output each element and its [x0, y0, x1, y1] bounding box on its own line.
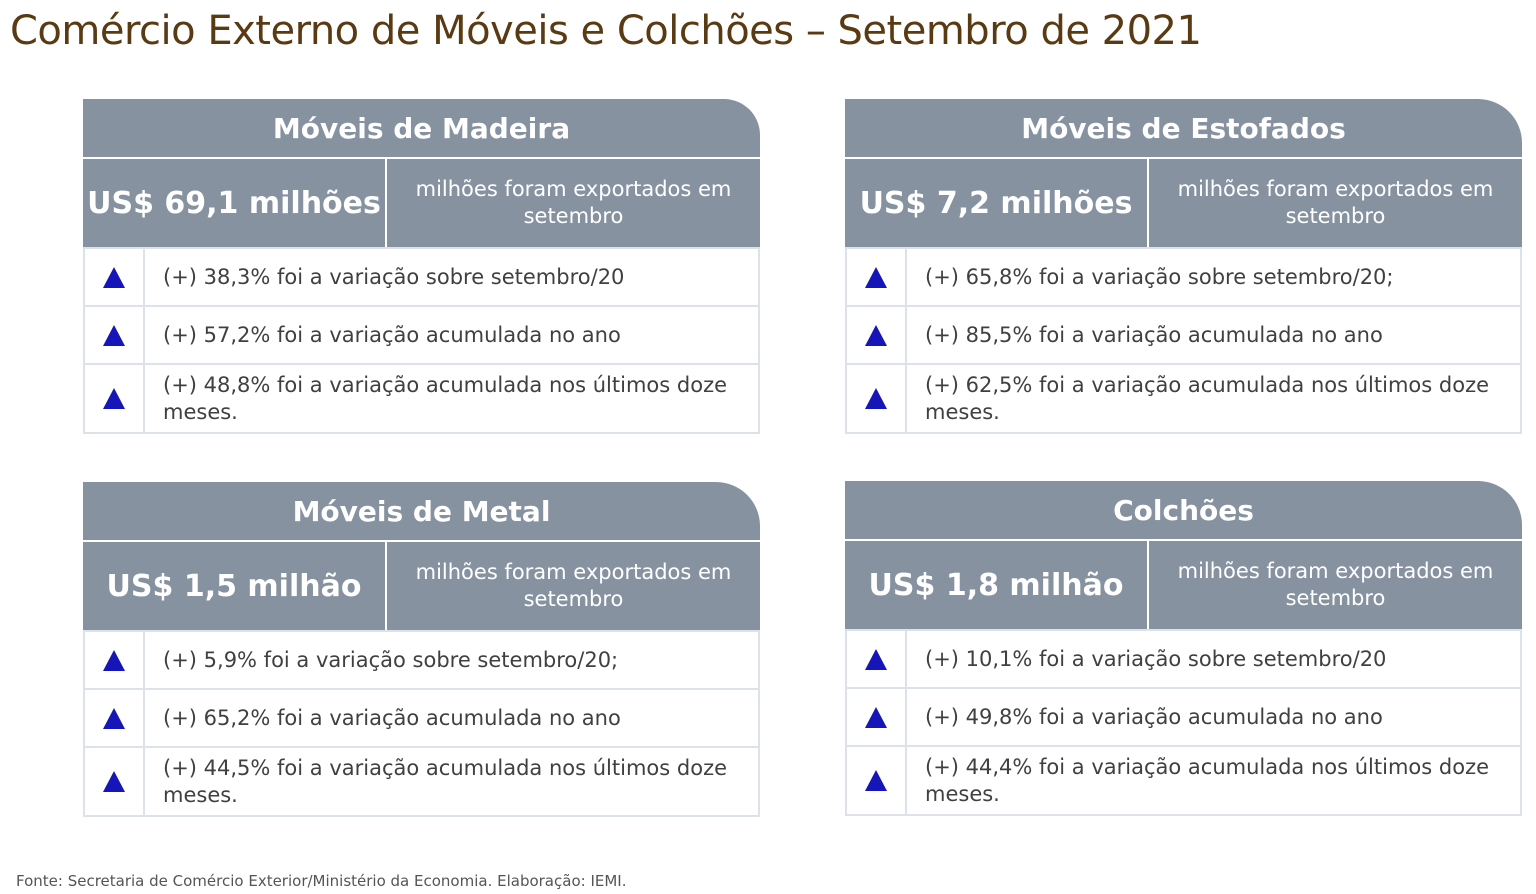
- variation-list: (+) 10,1% foi a variação sobre setembro/…: [845, 631, 1522, 816]
- card-summary: US$ 69,1 milhões milhões foram exportado…: [83, 157, 760, 249]
- variation-row: (+) 44,4% foi a variação acumulada nos ú…: [847, 745, 1520, 814]
- source-note: Fonte: Secretaria de Comércio Exterior/M…: [16, 872, 627, 890]
- export-value-description: milhões foram exportados em setembro: [1177, 559, 1494, 610]
- variation-text: (+) 44,4% foi a variação acumulada nos ú…: [925, 754, 1490, 806]
- card-title: Móveis de Madeira: [83, 99, 760, 157]
- up-arrow-icon: [865, 324, 887, 346]
- variation-text: (+) 5,9% foi a variação sobre setembro/2…: [163, 647, 619, 672]
- variation-row: (+) 44,5% foi a variação acumulada nos ú…: [85, 746, 758, 815]
- card-title: Móveis de Estofados: [845, 99, 1522, 157]
- card-colchoes: Colchões US$ 1,8 milhão milhões foram ex…: [845, 481, 1522, 816]
- export-value-description: milhões foram exportados em setembro: [415, 177, 732, 228]
- up-arrow-icon: [865, 266, 887, 288]
- card-title: Móveis de Metal: [83, 482, 760, 540]
- variation-row: (+) 65,8% foi a variação sobre setembro/…: [847, 249, 1520, 305]
- variation-row: (+) 65,2% foi a variação acumulada no an…: [85, 688, 758, 746]
- export-value: US$ 69,1 milhões: [83, 159, 387, 247]
- export-value: US$ 7,2 milhões: [845, 159, 1149, 247]
- up-arrow-icon: [103, 388, 125, 409]
- variation-row: (+) 57,2% foi a variação acumulada no an…: [85, 305, 758, 363]
- card-summary: US$ 1,8 milhão milhões foram exportados …: [845, 539, 1522, 631]
- variation-text: (+) 85,5% foi a variação acumulada no an…: [925, 322, 1383, 347]
- variation-text: (+) 44,5% foi a variação acumulada nos ú…: [163, 755, 728, 807]
- up-arrow-icon: [865, 388, 887, 409]
- variation-text: (+) 49,8% foi a variação acumulada no an…: [925, 704, 1383, 729]
- up-arrow-icon: [103, 649, 125, 671]
- up-arrow-icon: [865, 770, 887, 791]
- up-arrow-icon: [103, 707, 125, 729]
- variation-text: (+) 65,8% foi a variação sobre setembro/…: [925, 264, 1394, 289]
- page-title: Comércio Externo de Móveis e Colchões – …: [10, 8, 1202, 54]
- card-moveis-de-metal: Móveis de Metal US$ 1,5 milhão milhões f…: [83, 482, 760, 817]
- variation-row: (+) 48,8% foi a variação acumulada nos ú…: [85, 363, 758, 432]
- variation-row: (+) 62,5% foi a variação acumulada nos ú…: [847, 363, 1520, 432]
- up-arrow-icon: [103, 266, 125, 288]
- export-value-description: milhões foram exportados em setembro: [415, 560, 732, 611]
- card-summary: US$ 7,2 milhões milhões foram exportados…: [845, 157, 1522, 249]
- variation-text: (+) 10,1% foi a variação sobre setembro/…: [925, 646, 1387, 671]
- export-value: US$ 1,5 milhão: [83, 542, 387, 630]
- card-moveis-de-estofados: Móveis de Estofados US$ 7,2 milhões milh…: [845, 99, 1522, 434]
- variation-row: (+) 38,3% foi a variação sobre setembro/…: [85, 249, 758, 305]
- variation-list: (+) 5,9% foi a variação sobre setembro/2…: [83, 632, 760, 817]
- variation-row: (+) 5,9% foi a variação sobre setembro/2…: [85, 632, 758, 688]
- card-summary: US$ 1,5 milhão milhões foram exportados …: [83, 540, 760, 632]
- export-value-description: milhões foram exportados em setembro: [1177, 177, 1494, 228]
- export-value: US$ 1,8 milhão: [845, 541, 1149, 629]
- variation-text: (+) 65,2% foi a variação acumulada no an…: [163, 705, 621, 730]
- variation-text: (+) 48,8% foi a variação acumulada nos ú…: [163, 372, 728, 424]
- up-arrow-icon: [103, 324, 125, 346]
- variation-row: (+) 49,8% foi a variação acumulada no an…: [847, 687, 1520, 745]
- variation-list: (+) 38,3% foi a variação sobre setembro/…: [83, 249, 760, 434]
- card-title: Colchões: [845, 481, 1522, 539]
- up-arrow-icon: [103, 771, 125, 792]
- card-moveis-de-madeira: Móveis de Madeira US$ 69,1 milhões milhõ…: [83, 99, 760, 434]
- variation-row: (+) 85,5% foi a variação acumulada no an…: [847, 305, 1520, 363]
- up-arrow-icon: [865, 648, 887, 670]
- variation-text: (+) 38,3% foi a variação sobre setembro/…: [163, 264, 625, 289]
- variation-list: (+) 65,8% foi a variação sobre setembro/…: [845, 249, 1522, 434]
- up-arrow-icon: [865, 706, 887, 728]
- variation-text: (+) 62,5% foi a variação acumulada nos ú…: [925, 372, 1490, 424]
- variation-text: (+) 57,2% foi a variação acumulada no an…: [163, 322, 621, 347]
- variation-row: (+) 10,1% foi a variação sobre setembro/…: [847, 631, 1520, 687]
